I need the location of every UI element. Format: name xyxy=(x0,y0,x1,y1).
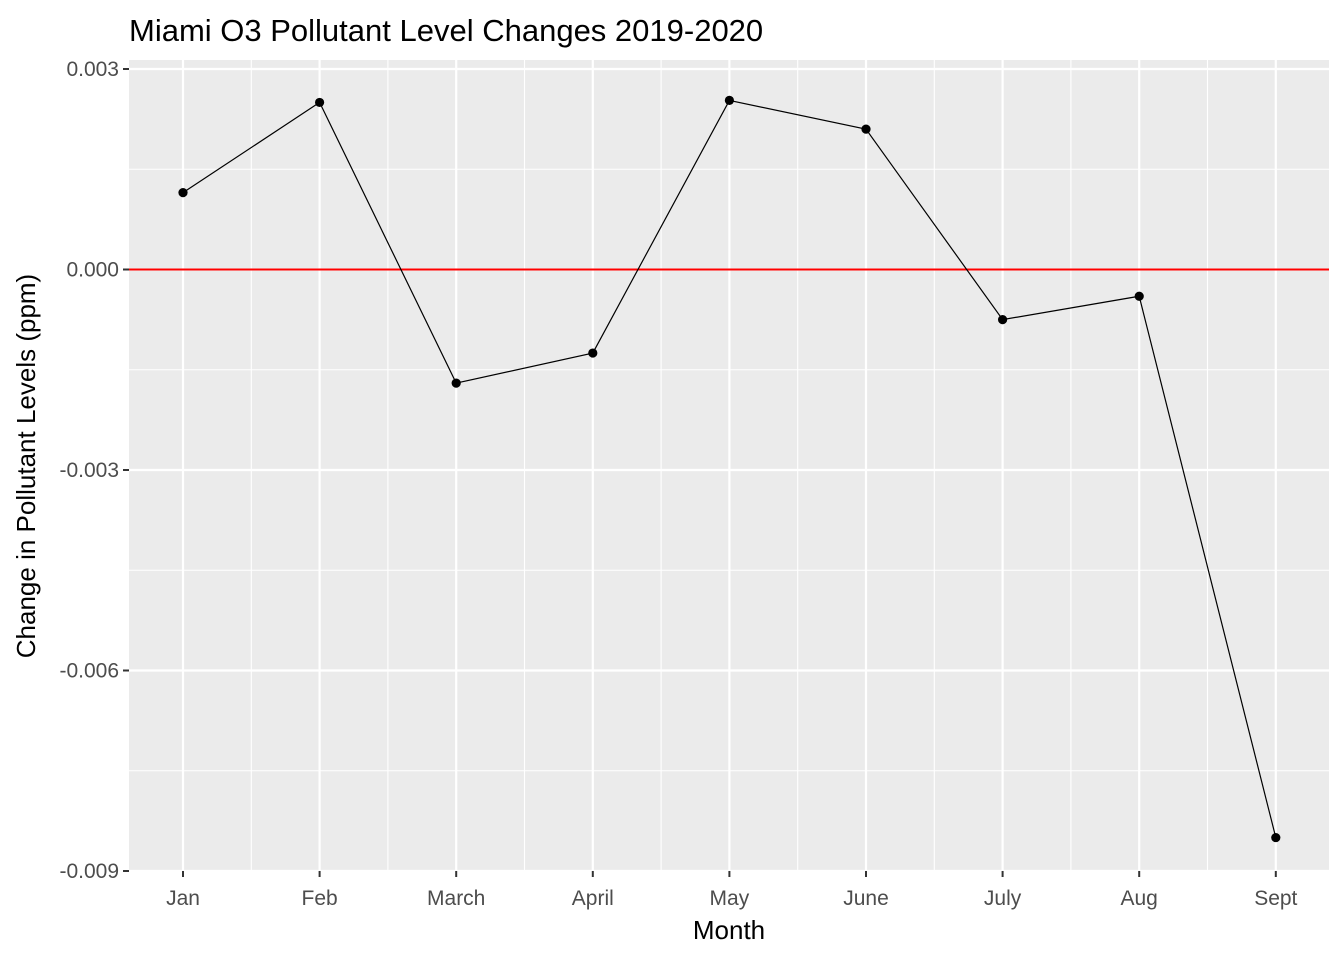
data-point xyxy=(588,348,598,358)
data-points xyxy=(178,95,1281,843)
data-point xyxy=(451,378,461,388)
y-axis-ticks: 0.003 0.000 -0.003 -0.006 -0.009 xyxy=(59,58,129,883)
x-tick-label: July xyxy=(984,887,1022,910)
x-tick-label: Feb xyxy=(302,887,338,910)
x-tick-label: Aug xyxy=(1121,887,1158,910)
x-tick-label: April xyxy=(572,887,614,910)
y-tick-label: -0.006 xyxy=(59,660,119,683)
x-axis-ticks: Jan Feb March April May June July Aug Sept xyxy=(166,871,1298,910)
data-point xyxy=(178,188,188,198)
data-point xyxy=(1134,291,1144,301)
x-tick-label: June xyxy=(843,887,889,910)
x-tick-label: March xyxy=(427,887,485,910)
data-point xyxy=(1271,832,1281,843)
data-point xyxy=(724,95,735,106)
x-tick-label: Sept xyxy=(1254,887,1297,910)
chart-title: Miami O3 Pollutant Level Changes 2019-20… xyxy=(129,13,763,48)
y-tick-label: -0.009 xyxy=(59,860,119,883)
y-axis-title: Change in Pollutant Levels (ppm) xyxy=(11,274,41,658)
x-tick-label: Jan xyxy=(166,887,200,910)
data-point xyxy=(315,97,325,108)
y-tick-label: 0.003 xyxy=(66,58,119,81)
data-point xyxy=(861,124,871,134)
x-tick-label: May xyxy=(710,887,750,910)
x-axis-title: Month xyxy=(693,915,765,945)
y-tick-label: 0.000 xyxy=(66,259,119,282)
data-point xyxy=(998,315,1008,325)
y-tick-label: -0.003 xyxy=(59,459,119,482)
